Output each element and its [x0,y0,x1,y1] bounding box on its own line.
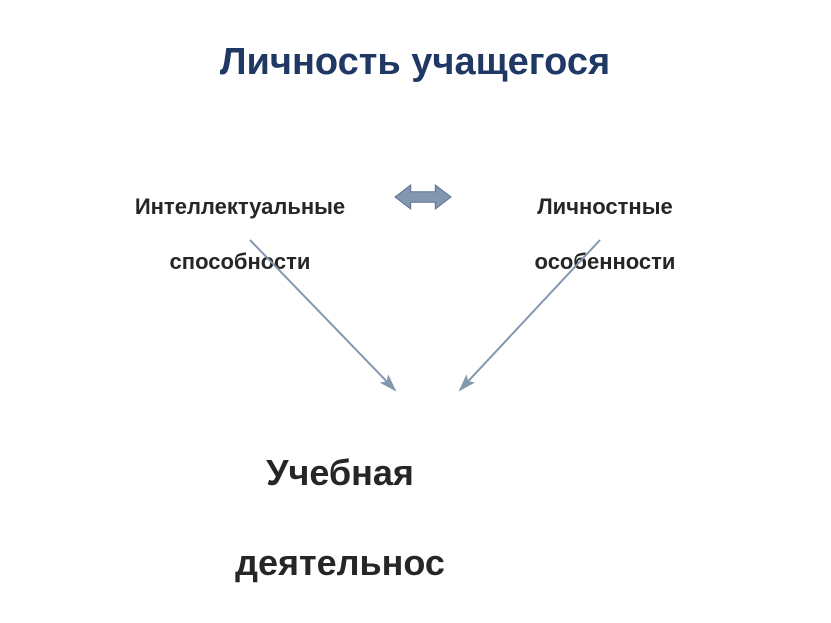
double-arrow-icon [395,185,451,209]
diagram-title: Личность учащегося [135,42,695,84]
node-learning-line2: деятельнос [235,542,445,583]
node-intellectual-line2: способности [170,249,311,274]
node-intellectual-abilities: Интеллектуальные способности [115,165,365,275]
diagram-canvas: Личность учащегося Интеллектуальные спос… [0,0,831,623]
node-intellectual-line1: Интеллектуальные [135,194,345,219]
node-personal-line2: особенности [535,249,676,274]
node-personal-traits: Личностные особенности [500,165,710,275]
node-personal-line1: Личностные [537,194,673,219]
node-learning-line1: Учебная [266,452,414,493]
node-learning-activity: Учебная деятельнос ть [185,405,495,623]
double-arrow-shape [395,185,451,209]
